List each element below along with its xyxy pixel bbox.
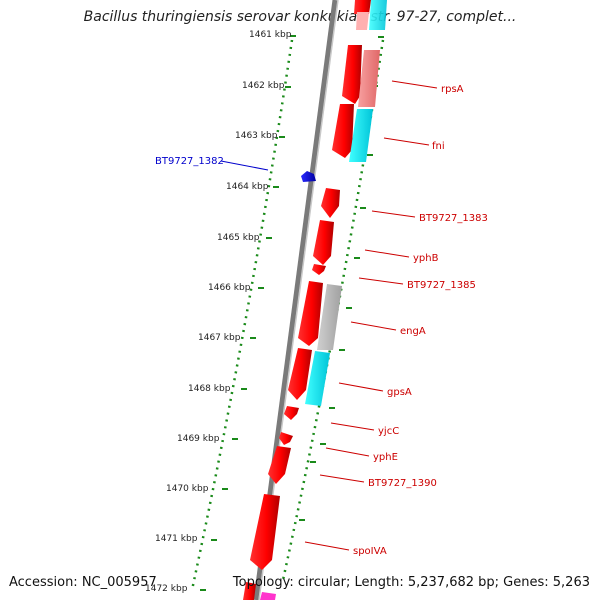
scale-tick-1464: 1464 kbp <box>226 182 366 209</box>
label-rpsA[interactable]: rpsA <box>441 84 464 95</box>
svg-text:1462 kbp: 1462 kbp <box>242 81 285 91</box>
scale-tick-1463: 1463 kbp <box>235 131 373 156</box>
gene-top-partial[interactable] <box>354 0 387 30</box>
label-BT9727_1385[interactable]: BT9727_1385 <box>407 280 476 291</box>
gene-yphB[interactable] <box>313 220 334 265</box>
gene-BT9727_1382[interactable] <box>301 171 316 182</box>
svg-text:1465 kbp: 1465 kbp <box>217 233 260 243</box>
gene-fni[interactable] <box>332 104 373 162</box>
label-yjcC[interactable]: yjcC <box>378 426 399 437</box>
gene-BT9727_1390[interactable] <box>268 446 291 484</box>
svg-text:1472 kbp: 1472 kbp <box>145 584 188 594</box>
svg-text:1468 kbp: 1468 kbp <box>188 384 231 394</box>
label-BT9727_1390[interactable]: BT9727_1390 <box>368 478 437 489</box>
svg-text:1470 kbp: 1470 kbp <box>166 484 209 494</box>
label-engA[interactable]: engA <box>400 326 426 337</box>
svg-text:1469 kbp: 1469 kbp <box>177 434 220 444</box>
gene-rpsA[interactable] <box>342 45 380 107</box>
scale-tick-1469: 1469 kbp <box>177 434 326 445</box>
map-title: Bacillus thuringiensis serovar konkukian… <box>83 9 517 25</box>
gene-bottom-partial[interactable] <box>243 582 276 600</box>
svg-text:1461 kbp: 1461 kbp <box>249 30 292 40</box>
gene-BT9727_1385[interactable] <box>312 264 326 275</box>
label-gpsA[interactable]: gpsA <box>387 387 412 398</box>
gene-BT9727_1383[interactable] <box>321 188 340 218</box>
svg-text:1467 kbp: 1467 kbp <box>198 333 241 343</box>
svg-text:1463 kbp: 1463 kbp <box>235 131 278 141</box>
svg-text:1464 kbp: 1464 kbp <box>226 182 269 192</box>
scale-tick-1471: 1471 kbp <box>155 519 305 544</box>
gene-yjcC[interactable] <box>284 406 299 420</box>
scale-tick-1468: 1468 kbp <box>188 384 335 409</box>
leader-lines <box>220 80 438 551</box>
scale-tick-1461: 1461 kbp <box>249 30 384 40</box>
gene-yphE[interactable] <box>279 432 293 445</box>
label-BT9727_1382[interactable]: BT9727_1382 <box>155 156 224 167</box>
label-yphB[interactable]: yphB <box>413 253 439 264</box>
scale-ring-outer <box>190 39 294 591</box>
svg-text:1466 kbp: 1466 kbp <box>208 283 251 293</box>
label-yphE[interactable]: yphE <box>373 452 398 463</box>
label-BT9727_1383[interactable]: BT9727_1383 <box>419 213 488 224</box>
scale-tick-1472: 1472 kbp <box>145 584 206 594</box>
accession-label: Accession: NC_005957 <box>9 575 157 590</box>
scale-tick-1465: 1465 kbp <box>217 233 360 259</box>
gene-gpsA[interactable] <box>288 348 330 406</box>
scale-tick-1467: 1467 kbp <box>198 333 345 351</box>
topology-label: Topology: circular; Length: 5,237,682 bp… <box>232 575 590 590</box>
gene-engA[interactable] <box>298 281 342 350</box>
label-fni[interactable]: fni <box>432 141 445 152</box>
label-spoIVA[interactable]: spoIVA <box>353 546 387 557</box>
gene-spoIVA[interactable] <box>250 494 280 570</box>
scale-tick-1466: 1466 kbp <box>208 283 352 309</box>
scale-tick-1470: 1470 kbp <box>166 461 316 494</box>
svg-text:1471 kbp: 1471 kbp <box>155 534 198 544</box>
